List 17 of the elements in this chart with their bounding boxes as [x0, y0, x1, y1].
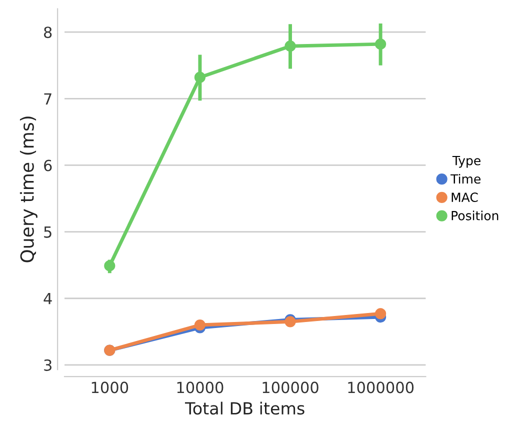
legend-label: Position — [452, 210, 498, 220]
x-tick-label: 10000 — [177, 382, 224, 394]
x-tick-label: 1000000 — [348, 382, 414, 394]
y-tick-label: 6 — [44, 160, 52, 172]
point — [194, 319, 206, 331]
y-axis-title: Query time (ms) — [20, 116, 38, 262]
y-tick-label: 4 — [44, 293, 52, 304]
y-tick-label: 7 — [44, 93, 52, 104]
y-tick-label: 8 — [44, 26, 52, 38]
legend-title: Type — [452, 156, 480, 168]
legend-label: Time — [450, 174, 480, 184]
y-tick-label: 5 — [44, 226, 52, 238]
x-tick-label: 1000 — [92, 382, 128, 394]
x-tick-label: 100000 — [262, 382, 318, 394]
y-tick-label: 3 — [44, 359, 52, 371]
x-axis-title: Total DB items — [184, 402, 304, 415]
legend-label: MAC — [452, 192, 478, 202]
